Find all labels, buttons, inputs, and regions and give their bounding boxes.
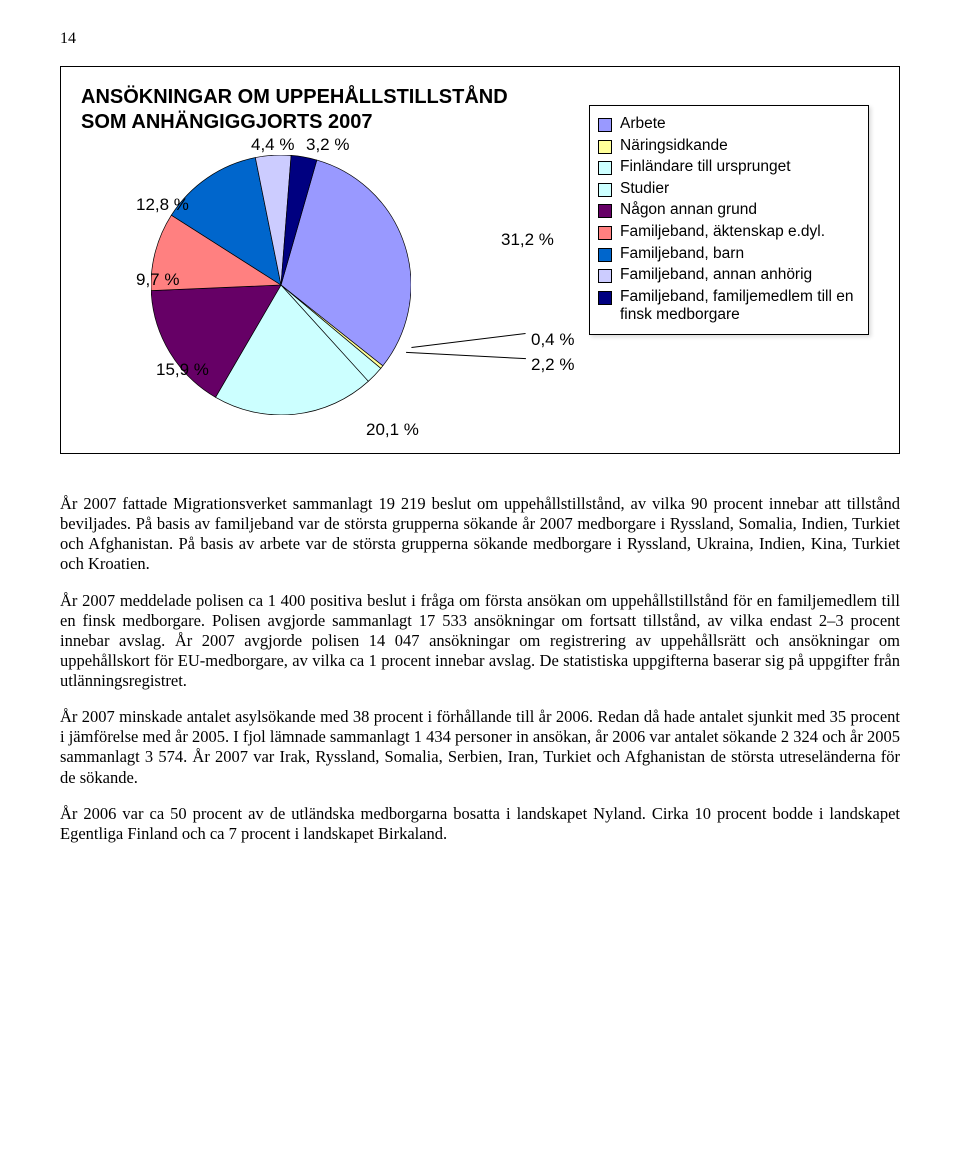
pie-pct-label: 4,4 % <box>251 135 294 155</box>
legend-swatch <box>598 204 612 218</box>
legend-label: Näringsidkande <box>620 137 728 156</box>
legend-label: Någon annan grund <box>620 201 757 220</box>
legend-item: Familjeband, äktenskap e.dyl. <box>598 223 860 242</box>
legend-item: Studier <box>598 180 860 199</box>
legend-swatch <box>598 140 612 154</box>
legend: Arbete Näringsidkande Finländare till ursp… <box>589 105 869 335</box>
legend-item: Finländare till ursprunget <box>598 158 860 177</box>
legend-label: Familjeband, äktenskap e.dyl. <box>620 223 825 242</box>
legend-item: Familjeband, familjemedlem till en finsk… <box>598 288 860 325</box>
legend-swatch <box>598 269 612 283</box>
chart-title-line-1: ANSÖKNINGAR OM UPPEHÅLLSTILLSTÅND <box>81 86 508 108</box>
pie-pct-label: 3,2 % <box>306 135 349 155</box>
pie-pct-label: 31,2 % <box>501 230 554 250</box>
legend-swatch <box>598 226 612 240</box>
paragraph: År 2006 var ca 50 procent av de utländsk… <box>60 804 900 844</box>
page: 14 ANSÖKNINGAR OM UPPEHÅLLSTILLSTÅND SOM… <box>0 0 960 900</box>
pie-pct-label: 12,8 % <box>136 195 189 215</box>
legend-swatch <box>598 248 612 262</box>
pie-pct-label: 15,9 % <box>156 360 209 380</box>
paragraph: År 2007 minskade antalet asylsökande med… <box>60 707 900 788</box>
pie-wrap <box>151 155 411 420</box>
legend-swatch <box>598 118 612 132</box>
page-number: 14 <box>60 30 900 48</box>
legend-label: Familjeband, annan anhörig <box>620 266 812 285</box>
pie-pct-label: 20,1 % <box>366 420 419 440</box>
legend-label: Familjeband, familjemedlem till en finsk… <box>620 288 860 325</box>
legend-swatch <box>598 161 612 175</box>
paragraph: År 2007 fattade Migrationsverket sammanl… <box>60 494 900 575</box>
leader-line <box>411 333 525 348</box>
leader-line <box>406 352 526 359</box>
legend-swatch <box>598 291 612 305</box>
legend-label: Familjeband, barn <box>620 245 744 264</box>
legend-label: Studier <box>620 180 669 199</box>
legend-label: Arbete <box>620 115 666 134</box>
legend-swatch <box>598 183 612 197</box>
legend-item: Näringsidkande <box>598 137 860 156</box>
pie-pct-label: 0,4 % <box>531 330 574 350</box>
legend-item: Arbete <box>598 115 860 134</box>
paragraph: År 2007 meddelade polisen ca 1 400 posit… <box>60 591 900 692</box>
chart-title-line-2: SOM ANHÄNGIGGJORTS 2007 <box>81 111 373 133</box>
chart-area: 31,2 %0,4 %2,2 %20,1 %15,9 %9,7 %12,8 %4… <box>81 145 879 435</box>
body-text: År 2007 fattade Migrationsverket sammanl… <box>60 494 900 844</box>
chart-container: ANSÖKNINGAR OM UPPEHÅLLSTILLSTÅND SOM AN… <box>60 66 900 454</box>
legend-label: Finländare till ursprunget <box>620 158 791 177</box>
legend-item: Familjeband, annan anhörig <box>598 266 860 285</box>
pie-pct-label: 2,2 % <box>531 355 574 375</box>
pie-pct-label: 9,7 % <box>136 270 179 290</box>
legend-item: Familjeband, barn <box>598 245 860 264</box>
legend-item: Någon annan grund <box>598 201 860 220</box>
